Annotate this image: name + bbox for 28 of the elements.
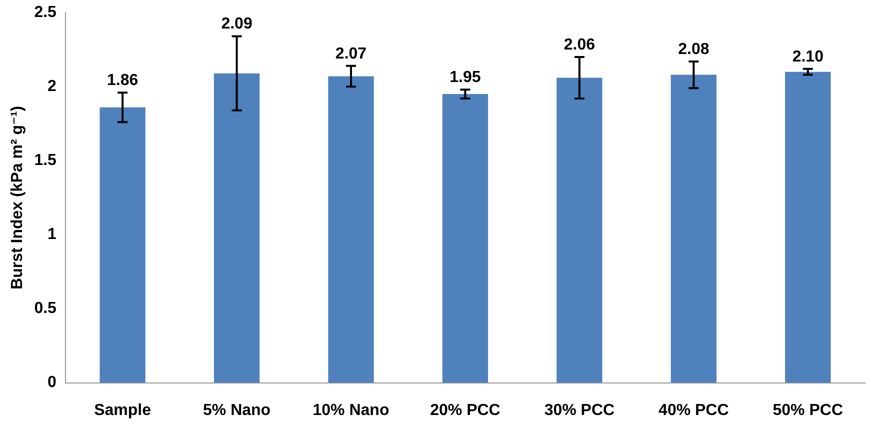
x-tick-label: 10% Nano (312, 402, 390, 419)
data-label: 1.86 (106, 72, 138, 89)
x-tick-label: Sample (94, 402, 152, 419)
x-tick-label: 40% PCC (658, 402, 730, 419)
y-tick-label: 0.5 (34, 300, 57, 318)
y-tick-label: 2 (48, 78, 57, 96)
data-label: 2.10 (792, 48, 824, 66)
x-tick-label: 50% PCC (772, 402, 844, 419)
bar (442, 94, 488, 383)
y-tick-label: 2.5 (34, 4, 57, 22)
bar (100, 107, 146, 383)
data-label: 2.09 (221, 16, 252, 33)
data-label: 1.95 (450, 69, 481, 86)
bar (214, 73, 260, 383)
x-tick-label: 30% PCC (544, 402, 616, 419)
bar (785, 72, 831, 383)
y-tick-label: 1 (48, 226, 57, 244)
data-label: 2.07 (335, 45, 367, 62)
bar (328, 76, 374, 383)
bar (670, 74, 717, 383)
x-tick-label: 20% PCC (430, 402, 501, 419)
y-axis-title: Burst Index (kPa m² g⁻¹) (9, 106, 26, 290)
data-label: 2.08 (678, 40, 710, 58)
bar (556, 78, 602, 383)
y-tick-label: 0 (48, 374, 57, 392)
y-tick-label: 1.5 (34, 152, 57, 170)
data-label: 2.06 (564, 36, 596, 54)
x-tick-label: 5% Nano (202, 402, 271, 419)
